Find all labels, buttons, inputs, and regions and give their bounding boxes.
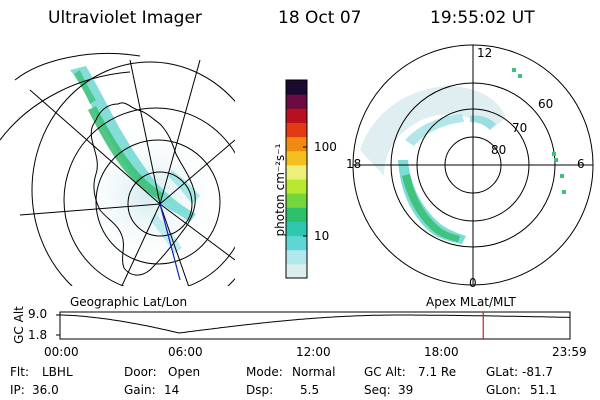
altitude-ytick-top: 9.0	[28, 307, 48, 321]
colorbar-swatch	[286, 164, 307, 180]
colorbar-unit-label: photon cm⁻²s⁻¹	[273, 143, 287, 237]
altitude-xtick-3: 18:00	[424, 345, 459, 359]
info-seq-key: Seq:	[364, 383, 391, 397]
altitude-frame	[59, 311, 571, 340]
magnetic-polar-plot	[352, 44, 594, 286]
info-door-key: Door:	[124, 365, 157, 379]
colorbar-swatch	[286, 94, 307, 109]
altitude-xtick-2: 12:00	[296, 345, 331, 359]
mlat-label-70: 70	[512, 121, 528, 135]
altitude-curve	[60, 314, 570, 334]
colorbar-tick-100: 100	[314, 140, 337, 154]
colorbar	[285, 79, 308, 279]
info-flt-key: Flt:	[10, 365, 29, 379]
colorbar-swatch	[286, 108, 307, 123]
info-flt-value: LBHL	[42, 365, 73, 379]
altitude-ylabel: GC Alt	[12, 306, 26, 344]
info-ip-value: 36.0	[32, 383, 59, 397]
info-ip-key: IP:	[10, 383, 25, 397]
altitude-plot	[56, 311, 571, 340]
info-gcalt-key: GC Alt:	[364, 365, 406, 379]
colorbar-swatch	[286, 80, 307, 95]
info-dsp-value: 5.5	[300, 383, 320, 397]
colorbar-swatch	[286, 122, 307, 138]
altitude-xtick-4: 23:59	[552, 345, 587, 359]
colorbar-frame	[285, 79, 308, 279]
info-glon-value: 51.1	[530, 383, 557, 397]
colorbar-swatch	[286, 193, 307, 208]
date-label: 18 Oct 07	[278, 8, 362, 28]
info-door-value: Open	[168, 365, 201, 379]
altitude-xtick-0: 00:00	[44, 345, 79, 359]
right-panel-caption: Apex MLat/MLT	[426, 295, 516, 309]
info-glon-key: GLon:	[486, 383, 521, 397]
antarctica-outline	[90, 102, 196, 276]
info-seq-value: 39	[398, 383, 414, 397]
mlat-label-80: 80	[491, 143, 507, 157]
colorbar-tick-10: 10	[314, 229, 330, 243]
colorbar-swatch	[286, 249, 307, 265]
colorbar-swatch	[286, 136, 307, 152]
info-gain-value: 14	[164, 383, 180, 397]
left-panel-caption: Geographic Lat/Lon	[70, 295, 188, 309]
info-mode-key: Mode:	[246, 365, 283, 379]
info-gcalt-value: 7.1 Re	[418, 365, 457, 379]
time-label: 19:55:02 UT	[430, 8, 535, 28]
info-glat-key: GLat:	[486, 365, 519, 379]
info-mode-value: Normal	[292, 365, 336, 379]
mlt-label-12: 12	[477, 46, 493, 60]
colorbar-swatch	[286, 150, 307, 166]
mlt-label-6: 6	[577, 157, 585, 171]
aurora-oval-right	[398, 114, 496, 244]
colorbar-swatch	[286, 221, 307, 237]
mlat-label-60: 60	[538, 97, 554, 111]
colorbar-swatch	[286, 235, 307, 251]
altitude-xtick-1: 06:00	[168, 345, 203, 359]
info-glat-value: -81.7	[522, 365, 554, 379]
instrument-title: Ultraviolet Imager	[48, 8, 202, 28]
terminator-line	[159, 203, 181, 281]
altitude-ytick-bottom: 1.8	[28, 328, 48, 342]
colorbar-swatch	[286, 179, 307, 194]
geographic-map	[0, 53, 235, 286]
mlt-label-0: 0	[469, 276, 477, 290]
info-dsp-key: Dsp:	[246, 383, 274, 397]
colorbar-swatch	[286, 207, 307, 222]
info-gain-key: Gain:	[124, 383, 156, 397]
mlt-label-18: 18	[346, 157, 362, 171]
colorbar-swatch	[286, 263, 307, 279]
